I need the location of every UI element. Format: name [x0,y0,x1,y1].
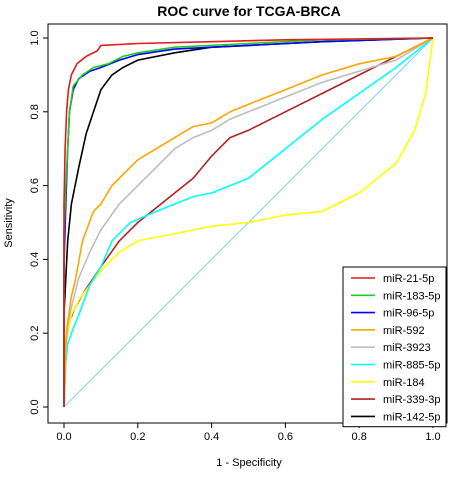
legend-label: miR-142-5p [383,411,440,423]
plot-frame [47,23,448,424]
y-tick-label: 0.0 [29,399,41,414]
legend-label: miR-339-3p [383,394,440,406]
series-line-mir-885-5p [63,37,434,408]
x-tick-label: 1.0 [425,431,440,443]
y-tick-label: 0.2 [29,326,41,341]
y-tick-label: 0.8 [29,104,41,119]
x-tick-label: 0.8 [352,431,367,443]
legend-label: miR-885-5p [383,360,440,372]
x-tick-label: 0.2 [130,431,145,443]
legend-label: miR-21-5p [383,273,434,285]
y-tick-label: 0.6 [29,178,41,193]
y-tick-label: 1.0 [29,30,41,45]
series-line-mir-3923 [63,37,434,408]
series-line-mir-184 [63,37,434,408]
axes: 0.0 0.2 0.4 0.6 0.8 1.0 0.0 0.2 0.4 0.6 0.8 1.0 [29,23,448,443]
x-tick-label: 0.6 [278,431,293,443]
legend-label: miR-3923 [383,342,431,354]
y-axis-label: Sensitivity [3,198,15,248]
series-line-mir-592 [63,37,434,408]
y-tick-label: 0.4 [29,252,41,267]
legend-label: miR-184 [383,377,425,389]
series-line-mir-21-5p [63,37,434,407]
legend-label: miR-183-5p [383,290,440,302]
x-tick-label: 0.0 [56,431,71,443]
series-line-mir-183-5p [63,37,434,407]
x-axis-label: 1 - Specificity [216,457,282,469]
x-tick-label: 0.4 [204,431,219,443]
legend-label: miR-96-5p [383,308,434,320]
plot-area [63,37,434,408]
legend: miR-21-5p miR-183-5p miR-96-5p miR-592 miR-3… [342,266,447,428]
legend-label: miR-592 [383,325,425,337]
chart-title: ROC curve for TCGA-BRCA [157,3,341,19]
